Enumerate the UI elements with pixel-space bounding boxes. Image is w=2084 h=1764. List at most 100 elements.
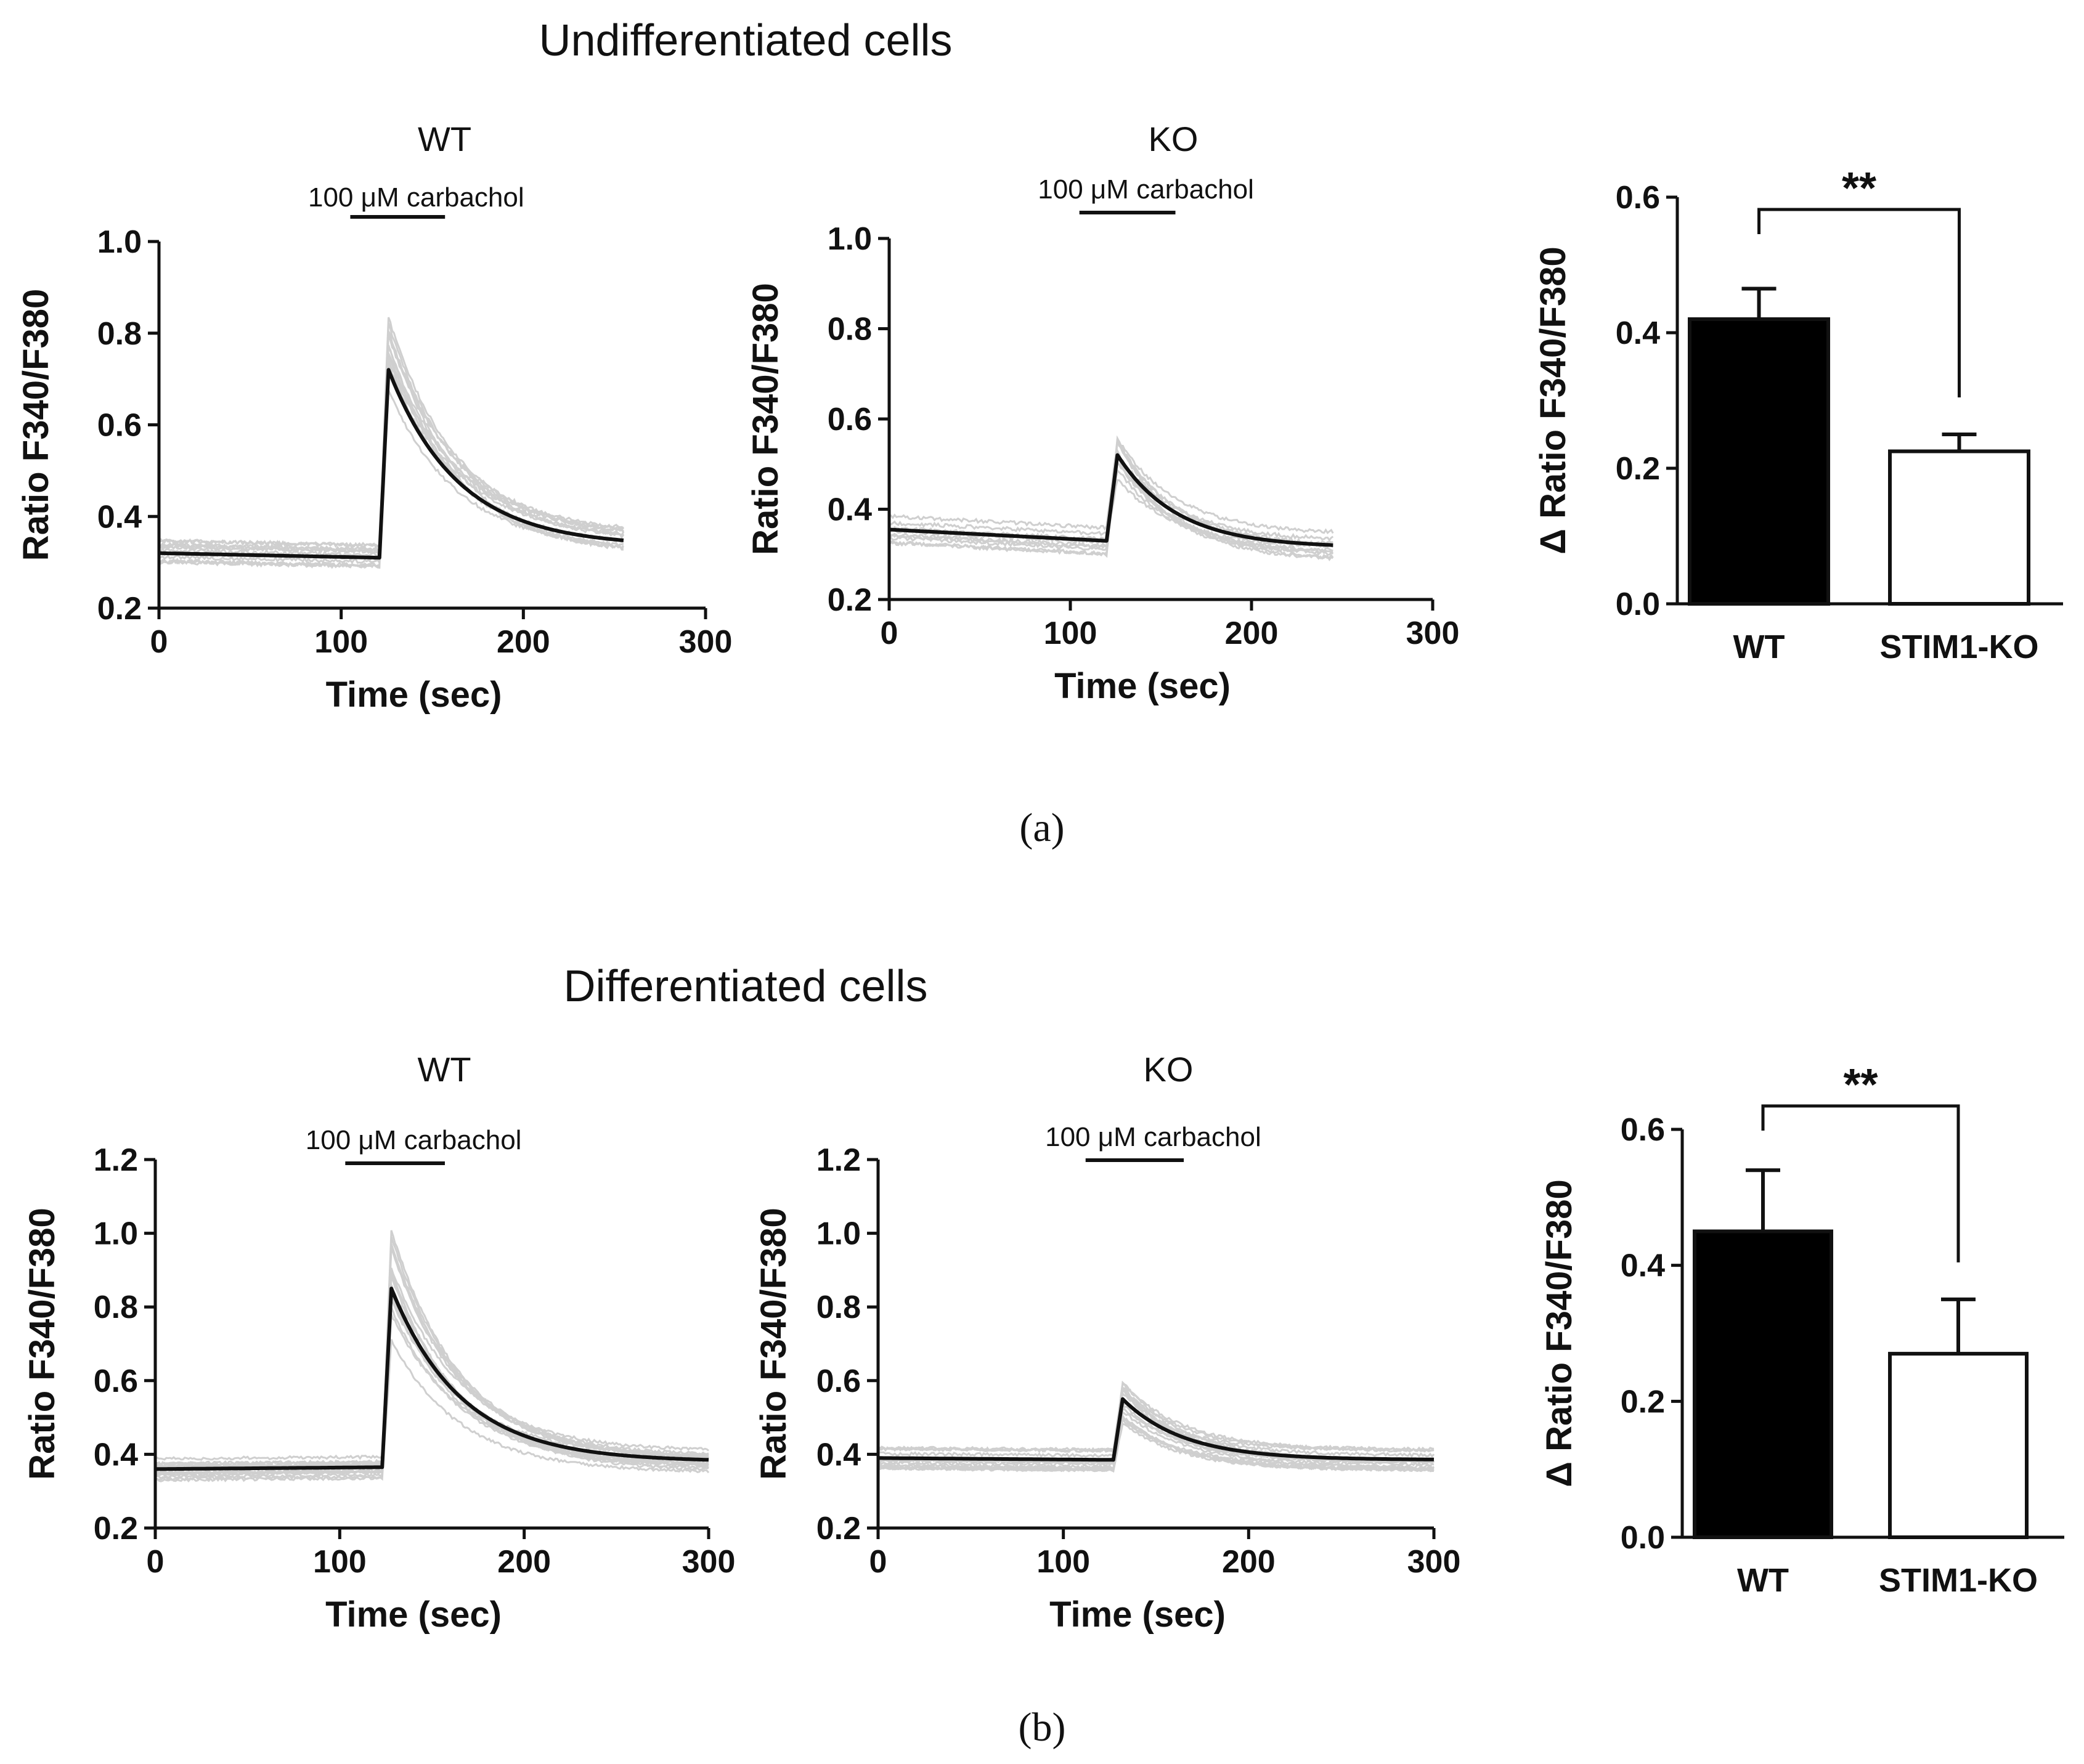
x-tick-label: 300 — [682, 1544, 736, 1580]
y-tick-label: 0.0 — [1621, 1520, 1665, 1556]
x-tick-label: 100 — [1036, 1544, 1090, 1580]
mean-trace — [878, 1397, 1435, 1462]
x-axis-label: Time (sec) — [326, 675, 502, 715]
x-tick-label: 0 — [881, 616, 898, 651]
y-tick-label: 0.4 — [828, 492, 872, 528]
y-tick-label: 0.4 — [94, 1437, 138, 1473]
x-tick-label: 0 — [150, 624, 168, 660]
y-tick-label: 0.0 — [1616, 587, 1660, 622]
individual-trace — [877, 1390, 1435, 1465]
x-axis-label: Time (sec) — [1054, 666, 1231, 706]
individual-trace — [155, 1295, 709, 1477]
individual-trace — [155, 1299, 709, 1466]
x-tick-label: 300 — [1406, 616, 1460, 651]
y-tick-label: 1.2 — [94, 1142, 138, 1178]
y-tick-label: 0.2 — [94, 1511, 138, 1547]
x-tick-label: 200 — [497, 1544, 551, 1580]
individual-trace — [877, 1383, 1435, 1453]
mean-trace — [155, 1286, 709, 1471]
individual-trace — [158, 389, 624, 566]
y-tick-label: 0.6 — [1621, 1112, 1665, 1148]
category-label: STIM1-KO — [1879, 1562, 2038, 1599]
x-tick-label: 100 — [1044, 616, 1097, 651]
x-tick-label: 200 — [1225, 616, 1279, 651]
mean-trace — [889, 453, 1333, 547]
panel-b-title: Differentiated cells — [564, 962, 928, 1011]
chart-title: KO — [1149, 120, 1199, 158]
individual-trace — [158, 317, 625, 554]
chart-title: KO — [1144, 1050, 1194, 1089]
line-chart-b_ko: 0.2 0.4 0.6 0.8 1.0 1.2 0 100 200 300 Time (sec) Ra… — [754, 1050, 1460, 1635]
individual-trace — [155, 1288, 709, 1475]
individual-trace — [158, 322, 625, 557]
individual-trace — [158, 344, 624, 569]
y-axis-label: Δ Ratio F340/F380 — [1533, 246, 1573, 554]
y-tick-label: 0.2 — [828, 582, 872, 618]
stimulus-label: 100 μM carbachol — [1045, 1122, 1261, 1152]
individual-trace — [877, 1418, 1435, 1470]
line-chart-b_wt: 0.2 0.4 0.6 0.8 1.0 1.2 0 100 200 300 Time (sec) Ra… — [22, 1050, 735, 1635]
bar — [1688, 317, 1830, 606]
y-axis-label: Ratio F340/F380 — [22, 1208, 62, 1480]
individual-trace — [877, 1415, 1435, 1472]
significance-bracket — [1761, 1104, 1960, 1262]
chart-title: WT — [417, 1050, 471, 1089]
x-tick-label: 100 — [314, 624, 368, 660]
stimulus-label: 100 μM carbachol — [1038, 174, 1254, 205]
y-tick-label: 1.0 — [97, 224, 142, 260]
category-label: WT — [1737, 1562, 1789, 1599]
bar — [1888, 449, 2030, 606]
x-tick-label: 300 — [1407, 1544, 1461, 1580]
y-tick-label: 1.2 — [816, 1142, 861, 1178]
y-tick-label: 0.4 — [816, 1437, 861, 1473]
y-tick-label: 1.0 — [828, 221, 872, 257]
bar — [1693, 1229, 1833, 1539]
significance-label: ** — [1842, 164, 1876, 213]
y-axis-label: Δ Ratio F340/F380 — [1539, 1179, 1579, 1487]
bar-chart-a_bar: 0.0 0.2 0.4 0.6 Δ Ratio F340/F380 WT STIM1-KO *… — [1533, 164, 2063, 665]
stimulus-label: 100 μM carbachol — [308, 182, 524, 213]
y-tick-label: 0.4 — [1621, 1248, 1665, 1284]
y-tick-label: 0.8 — [97, 316, 142, 352]
chart-title: WT — [418, 120, 471, 158]
x-tick-label: 200 — [1222, 1544, 1276, 1580]
individual-trace — [155, 1236, 709, 1468]
y-tick-label: 0.8 — [828, 312, 872, 348]
y-tick-label: 0.6 — [94, 1364, 138, 1399]
y-tick-label: 0.2 — [1621, 1384, 1665, 1420]
mean-trace — [159, 368, 624, 560]
y-tick-label: 0.8 — [94, 1290, 138, 1325]
y-tick-label: 1.0 — [94, 1216, 138, 1252]
x-axis-label: Time (sec) — [325, 1595, 502, 1635]
y-tick-label: 0.6 — [97, 408, 142, 444]
line-chart-a_wt: 0.2 0.4 0.6 0.8 1.0 0 100 200 300 Time (sec) Ratio… — [16, 120, 732, 715]
y-axis-label: Ratio F340/F380 — [754, 1208, 794, 1480]
category-label: WT — [1733, 628, 1785, 665]
category-label: STIM1-KO — [1879, 628, 2038, 665]
x-tick-label: 0 — [869, 1544, 887, 1580]
y-tick-label: 0.6 — [1616, 180, 1660, 216]
y-tick-label: 0.4 — [97, 499, 142, 535]
bar — [1888, 1352, 2029, 1540]
y-tick-label: 0.8 — [816, 1290, 861, 1325]
x-tick-label: 200 — [497, 624, 550, 660]
significance-bracket — [1757, 208, 1961, 397]
y-axis-label: Ratio F340/F380 — [16, 289, 56, 561]
stimulus-label: 100 μM carbachol — [306, 1125, 522, 1155]
individual-trace — [877, 1391, 1435, 1458]
x-axis-label: Time (sec) — [1049, 1595, 1226, 1635]
y-tick-label: 0.6 — [816, 1364, 861, 1399]
individual-trace — [158, 359, 624, 554]
panel-a-caption: (a) — [1019, 805, 1064, 850]
significance-label: ** — [1843, 1060, 1878, 1110]
x-tick-label: 100 — [313, 1544, 367, 1580]
y-tick-label: 0.6 — [828, 402, 872, 437]
y-axis-label: Ratio F340/F380 — [746, 283, 786, 555]
bar-chart-b_bar: 0.0 0.2 0.4 0.6 Δ Ratio F340/F380 WT STIM1-KO *… — [1539, 1060, 2064, 1599]
individual-trace — [155, 1339, 710, 1483]
individual-trace — [155, 1245, 709, 1466]
x-tick-label: 300 — [679, 624, 733, 660]
y-tick-label: 0.2 — [1616, 451, 1660, 487]
y-tick-label: 0.2 — [816, 1511, 861, 1547]
y-tick-label: 0.2 — [97, 591, 142, 627]
